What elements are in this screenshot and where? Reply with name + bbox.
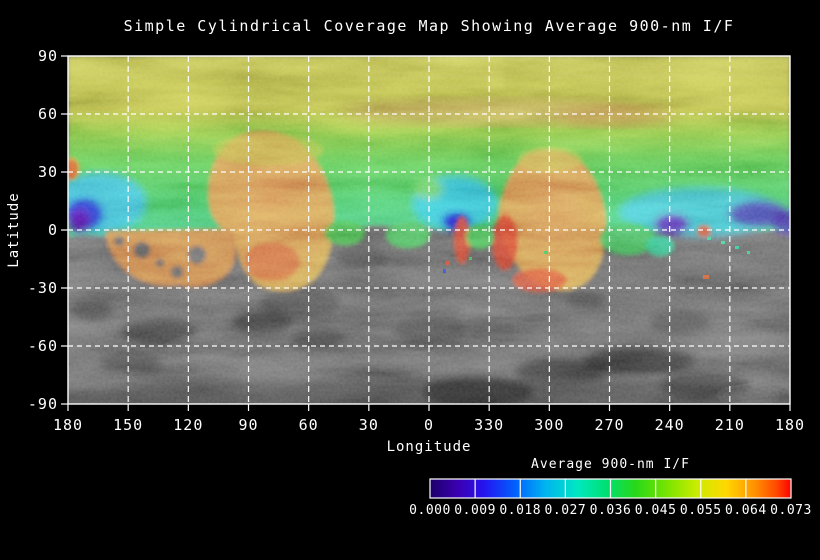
x-tick-label-210-11: 210 <box>714 416 745 434</box>
x-tick-label-150-1: 150 <box>113 416 144 434</box>
y-tick-label-30: 30 <box>37 163 58 181</box>
x-tick-label-270-9: 270 <box>594 416 625 434</box>
colorbar-tick-label-0.045: 0.045 <box>634 503 677 518</box>
x-tick-label-120-2: 120 <box>173 416 204 434</box>
x-tick-label-0-6: 0 <box>423 416 435 434</box>
x-tick-label-90-3: 90 <box>238 416 259 434</box>
y-tick-label-0: 0 <box>47 221 58 239</box>
y-tick-label--90: -90 <box>27 395 58 413</box>
x-tick-label-330-7: 330 <box>474 416 505 434</box>
x-tick-label-300-8: 300 <box>534 416 565 434</box>
x-tick-label-180-0: 180 <box>52 416 84 434</box>
colorbar <box>429 478 792 499</box>
colorbar-tick-label-0.018: 0.018 <box>499 503 542 518</box>
colorbar-tick-label-0.055: 0.055 <box>679 503 722 518</box>
gridlines <box>68 56 790 404</box>
colorbar-title: Average 900-nm I/F <box>531 457 690 472</box>
y-tick-label-60: 60 <box>37 105 58 123</box>
axis-ticks <box>61 55 791 411</box>
x-tick-label-30-5: 30 <box>358 416 379 434</box>
colorbar-tick-label-0.073: 0.073 <box>770 503 812 518</box>
plot-title: Simple Cylindrical Coverage Map Showing … <box>123 17 735 35</box>
y-tick-label--30: -30 <box>27 279 58 297</box>
colorbar-tick-label-0.009: 0.009 <box>454 503 496 518</box>
x-axis-title: Longitude <box>386 439 472 455</box>
y-tick-label--60: -60 <box>27 337 58 355</box>
y-tick-label-90: 90 <box>37 47 58 65</box>
colorbar-tick-label-0.027: 0.027 <box>544 503 587 518</box>
x-tick-label-60-4: 60 <box>298 416 319 434</box>
colorbar-dividers <box>474 479 747 498</box>
x-tick-label-180-12: 180 <box>774 416 806 434</box>
map-content <box>68 56 790 404</box>
colorbar-tick-label-0.036: 0.036 <box>589 503 632 518</box>
x-tick-label-240-10: 240 <box>654 416 685 434</box>
colorbar-tick-label-0.000: 0.000 <box>409 503 451 518</box>
colorbar-tick-label-0.064: 0.064 <box>725 503 767 518</box>
